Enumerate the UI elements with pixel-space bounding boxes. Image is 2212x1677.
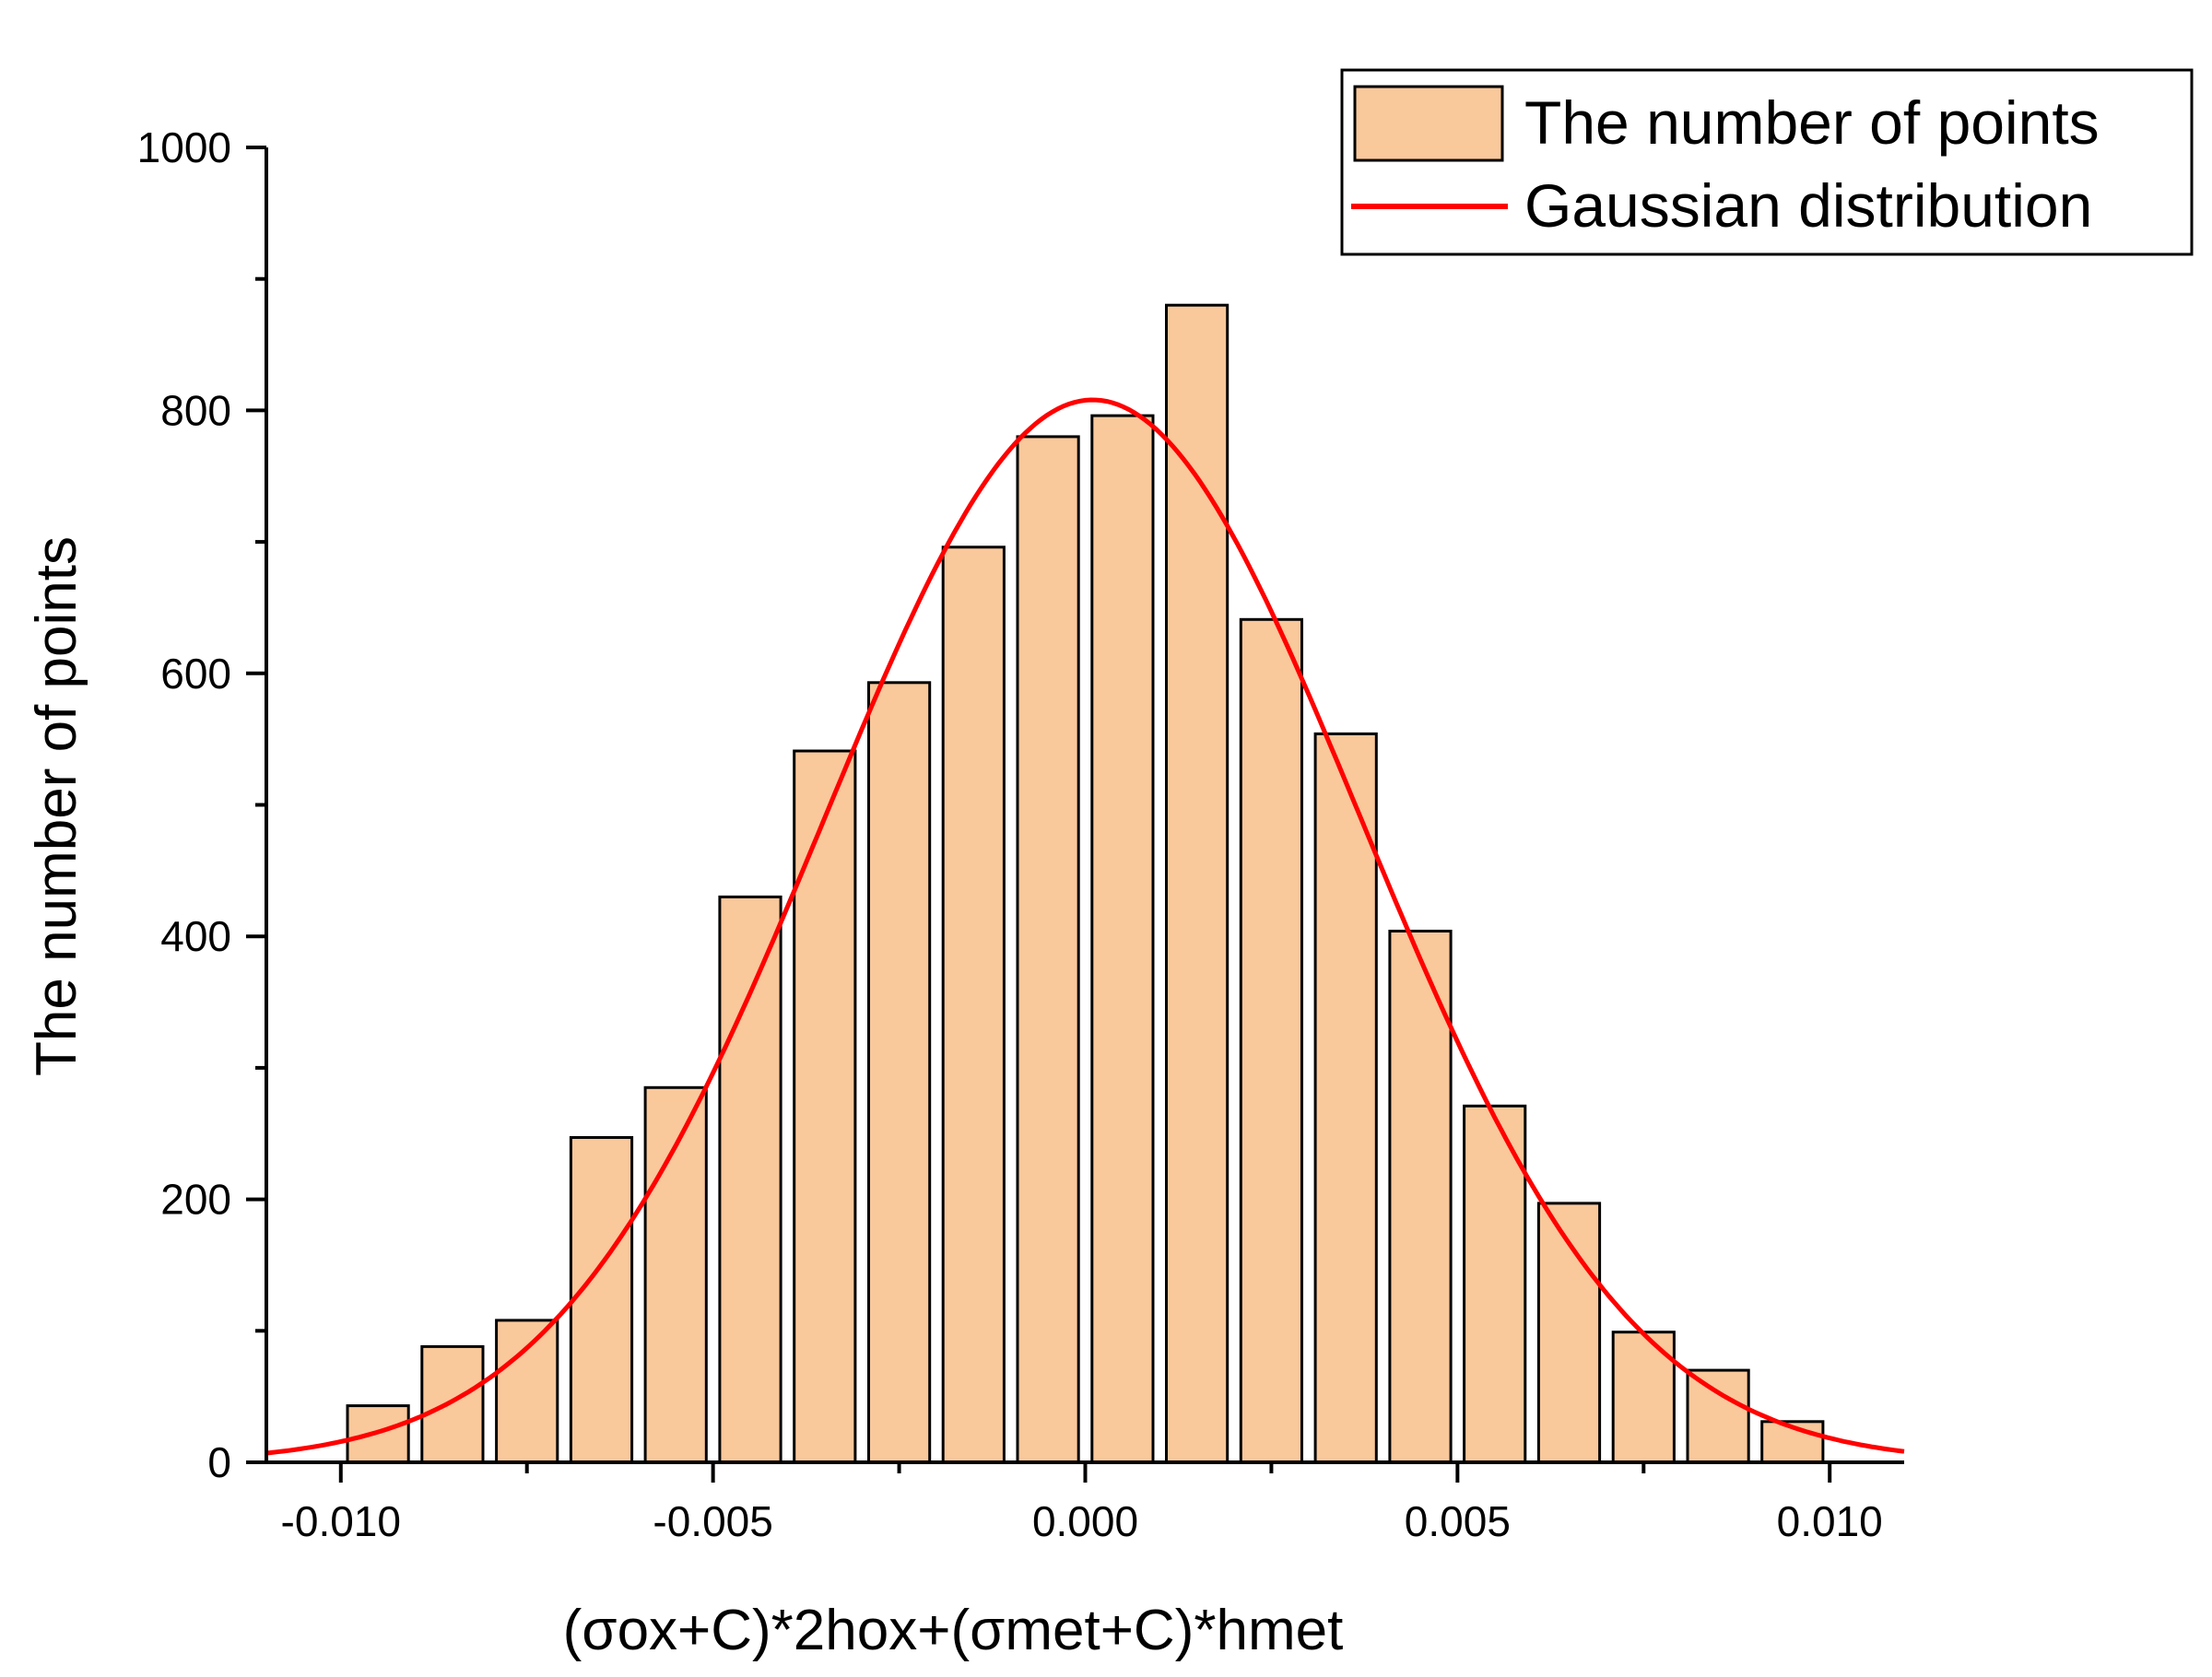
legend-label-bars: The number of points (1524, 88, 2100, 157)
bar (420, 1344, 485, 1464)
legend-bar-swatch (1353, 85, 1504, 162)
x-tick-label: -0.010 (281, 1497, 401, 1545)
bar (1463, 1104, 1527, 1464)
bar (1165, 303, 1230, 1464)
x-tick-label: 0.010 (1777, 1497, 1883, 1545)
y-tick-label: 800 (160, 386, 231, 434)
x-tick-label: -0.005 (653, 1497, 772, 1545)
bar (495, 1319, 559, 1464)
axes (246, 146, 1904, 1483)
bar (1239, 617, 1304, 1464)
gaussian-curve (265, 397, 1905, 1456)
y-axis-title: The number of points (25, 536, 88, 1076)
bar (1686, 1368, 1750, 1464)
legend: The number of points Gaussian distributi… (1340, 68, 2194, 256)
legend-label-gaussian: Gaussian distribution (1524, 171, 2092, 240)
bar (569, 1136, 634, 1464)
bar (1313, 732, 1378, 1464)
x-tick-label: 0.000 (1032, 1497, 1138, 1545)
bar (1536, 1202, 1602, 1464)
bar (718, 895, 782, 1464)
bar (1090, 414, 1155, 1464)
bar (867, 681, 932, 1464)
bar (1016, 435, 1080, 1464)
bar (1611, 1331, 1676, 1464)
y-tick-label: 400 (160, 912, 231, 960)
tick-labels: 0 200 400 600 800 1000 -0.010 -0.005 0.000 0.005 0… (137, 123, 1883, 1545)
bar (941, 545, 1006, 1464)
y-tick-label: 1000 (137, 123, 231, 171)
bar (793, 749, 857, 1464)
y-tick-label: 600 (160, 650, 231, 698)
x-tick-label: 0.005 (1405, 1497, 1511, 1545)
y-tick-label: 200 (160, 1176, 231, 1224)
x-axis-title: (σox+C)*2hox+(σmet+C)*hmet (563, 1599, 1344, 1662)
y-tick-label: 0 (207, 1438, 231, 1486)
